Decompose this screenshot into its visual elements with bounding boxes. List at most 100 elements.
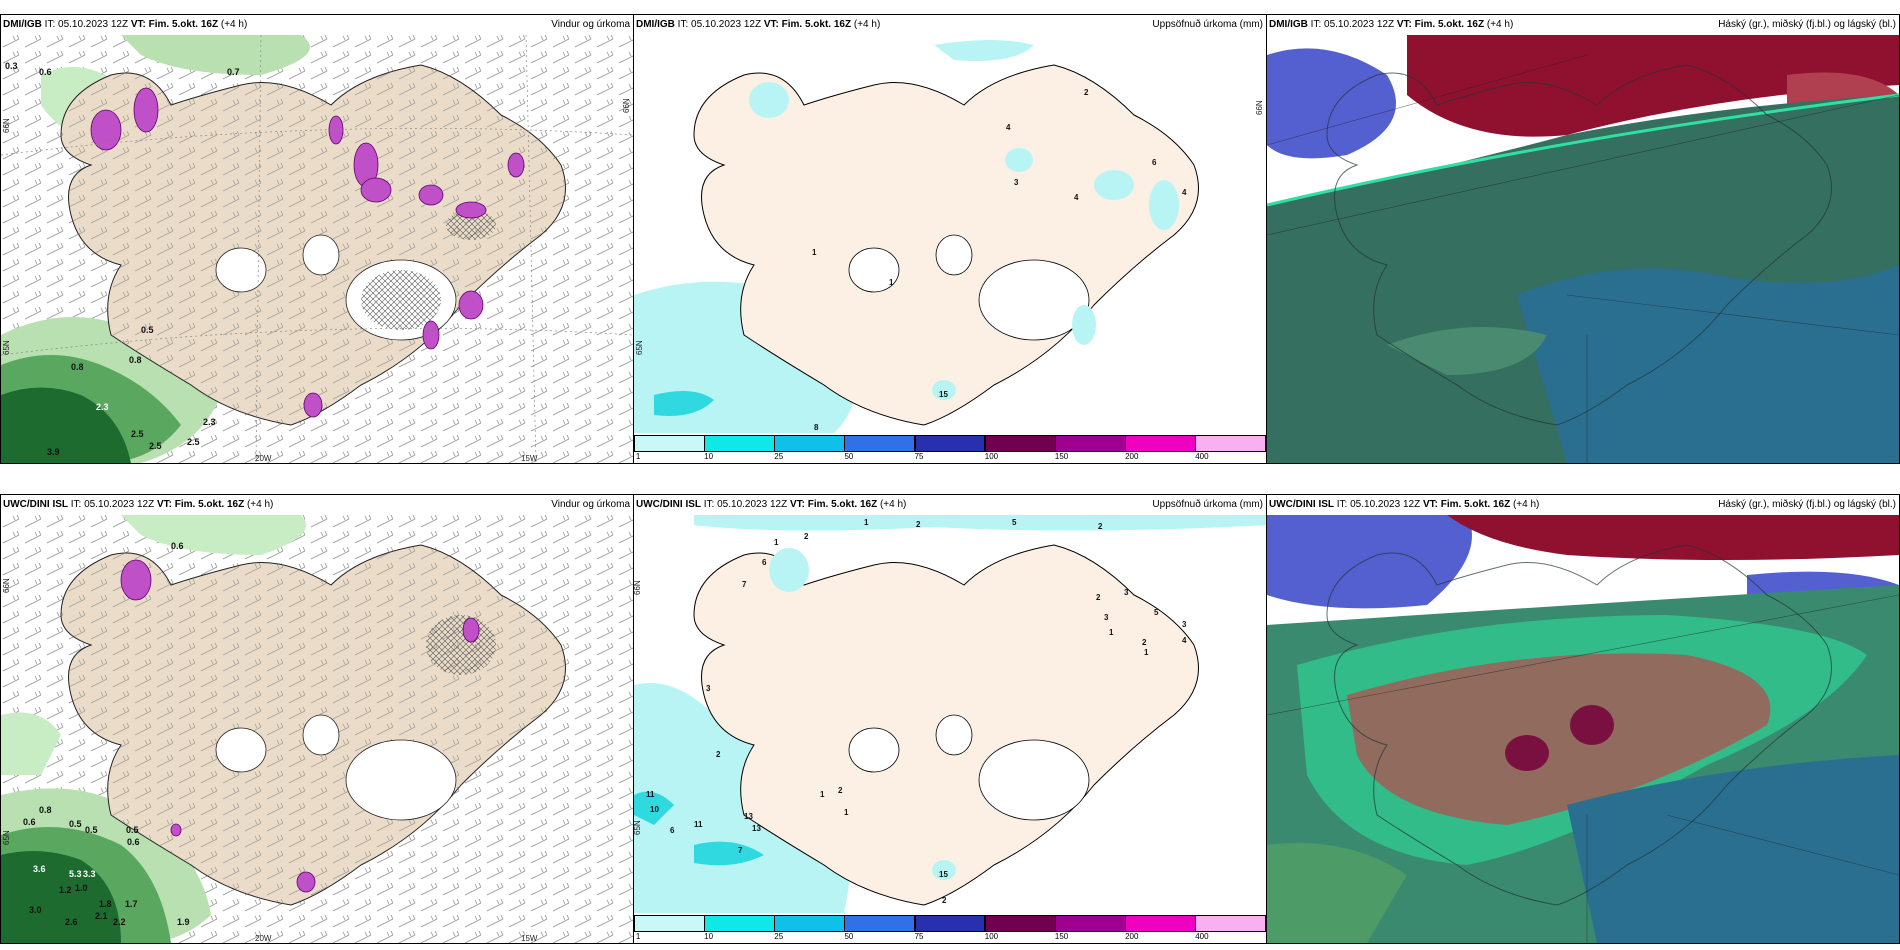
model-source: UWC/DINI ISL xyxy=(1269,499,1334,510)
panel-wind-precip-uwc: UWC/DINI ISL IT: 05.10.2023 12Z VT: Fim.… xyxy=(0,494,634,944)
accum-label: 11 xyxy=(694,820,703,829)
colorbar-swatch xyxy=(634,915,705,932)
colorbar-tick: 75 xyxy=(914,932,924,941)
map-accum-precip[interactable]: 2 4 6 4 3 4 1 1 15 8 66N 65N xyxy=(634,35,1266,433)
lat-label: 66N xyxy=(2,578,11,593)
accum-label: 1 xyxy=(889,278,894,287)
map-accum-precip[interactable]: 1 2 2 5 2 1 6 7 2 3 3 1 5 2 3 4 1 3 2 11 xyxy=(634,515,1266,913)
accum-label: 2 xyxy=(804,532,809,541)
init-time: IT: 05.10.2023 12Z xyxy=(1307,19,1397,30)
panel-accum-precip-dmi: DMI/IGB IT: 05.10.2023 12Z VT: Fim. 5.ok… xyxy=(633,14,1267,464)
colorbar-tick: 100 xyxy=(984,932,999,941)
lat-label: 66N xyxy=(2,118,11,133)
map-clouds[interactable] xyxy=(1267,35,1899,463)
colorbar-tick: 100 xyxy=(984,452,999,461)
colorbar-tick: 150 xyxy=(1054,932,1069,941)
init-time: IT: 05.10.2023 12Z xyxy=(1334,499,1423,510)
panel-clouds-dmi: DMI/IGB IT: 05.10.2023 12Z VT: Fim. 5.ok… xyxy=(1266,14,1900,464)
colorbar-swatch xyxy=(844,435,916,452)
map-clouds[interactable] xyxy=(1267,515,1899,943)
accum-label: 4 xyxy=(1074,193,1079,202)
colorbar-swatch xyxy=(984,915,1056,932)
lead-time: (+4 h) xyxy=(244,499,274,510)
precip-label: 0.5 xyxy=(85,825,98,835)
accum-label: 1 xyxy=(864,518,869,527)
model-source: DMI/IGB xyxy=(3,19,42,30)
accum-label: 13 xyxy=(744,812,753,821)
model-source: UWC/DINI ISL xyxy=(3,499,68,510)
panel-header: UWC/DINI ISL IT: 05.10.2023 12Z VT: Fim.… xyxy=(1,495,633,515)
precip-label: 0.5 xyxy=(126,825,139,835)
precip-label: 0.8 xyxy=(39,805,52,815)
panel-header: DMI/IGB IT: 05.10.2023 12Z VT: Fim. 5.ok… xyxy=(1,15,633,35)
map-wind-precip[interactable]: 0.3 0.6 0.7 0.5 0.8 0.8 2.3 2.5 2.5 2.5 … xyxy=(1,35,633,463)
colorbar-tick: 10 xyxy=(704,932,714,941)
colorbar-swatch xyxy=(1125,435,1196,452)
colorbar-tick: 50 xyxy=(844,452,854,461)
accum-label: 2 xyxy=(716,750,721,759)
accum-label: 4 xyxy=(1006,123,1011,132)
precip-label: 1.0 xyxy=(75,883,88,893)
precip-label: 0.8 xyxy=(129,355,142,365)
precip-colorbar: 1 10 25 50 75 100 150 200 400 xyxy=(634,913,1266,943)
accum-label: 1 xyxy=(1144,648,1149,657)
accum-label: 1 xyxy=(774,538,779,547)
lon-label: 20W xyxy=(255,454,272,463)
panel-wind-precip-dmi: DMI/IGB IT: 05.10.2023 12Z VT: Fim. 5.ok… xyxy=(0,14,634,464)
model-source: DMI/IGB xyxy=(1269,19,1308,30)
precip-colorbar: 1 10 25 50 75 100 150 200 400 xyxy=(634,433,1266,463)
panel-title: Vindur og úrkoma xyxy=(551,499,630,510)
lat-label: 66N xyxy=(634,580,642,595)
colorbar-tick: 200 xyxy=(1125,932,1139,941)
colorbar-tick: 1 xyxy=(635,932,641,941)
accum-label: 6 xyxy=(762,558,767,567)
colorbar-swatch xyxy=(844,915,916,932)
panel-header: DMI/IGB IT: 05.10.2023 12Z VT: Fim. 5.ok… xyxy=(1267,15,1899,35)
accum-label: 6 xyxy=(1152,158,1157,167)
precip-label: 5.3 xyxy=(69,869,82,879)
precip-label: 0.6 xyxy=(23,817,36,827)
accum-label: 2 xyxy=(838,786,843,795)
lat-label: 66N xyxy=(1255,100,1264,115)
accum-label: 3 xyxy=(1124,588,1129,597)
accum-label: 15 xyxy=(939,390,948,399)
panel-title: Vindur og úrkoma xyxy=(551,19,630,30)
colorbar-swatch xyxy=(1195,435,1266,452)
precip-label: 0.5 xyxy=(141,325,154,335)
accum-label: 7 xyxy=(738,846,743,855)
accum-label: 4 xyxy=(1182,188,1187,197)
lat-label: 65N xyxy=(2,340,11,355)
precip-label: 2.5 xyxy=(187,437,200,447)
init-time: IT: 05.10.2023 12Z xyxy=(674,19,764,30)
model-source: DMI/IGB xyxy=(636,19,675,30)
accum-label: 1 xyxy=(812,248,817,257)
panel-clouds-uwc: UWC/DINI ISL IT: 05.10.2023 12Z VT: Fim.… xyxy=(1266,494,1900,944)
valid-time: VT: Fim. 5.okt. 16Z xyxy=(130,19,219,30)
accum-label: 2 xyxy=(1142,638,1147,647)
precip-label: 3.0 xyxy=(29,905,42,915)
map-wind-precip[interactable]: 0.6 0.8 0.6 0.5 0.5 0.5 0.6 3.6 5.3 3.3 … xyxy=(1,515,633,943)
precip-label: 2.5 xyxy=(149,441,162,451)
lead-time: (+4 h) xyxy=(851,19,881,30)
model-source: UWC/DINI ISL xyxy=(636,499,701,510)
colorbar-swatch xyxy=(774,435,846,452)
accum-label: 11 xyxy=(646,790,655,799)
precip-label: 0.6 xyxy=(127,837,140,847)
colorbar-tick: 400 xyxy=(1195,452,1209,461)
accum-label: 3 xyxy=(1104,613,1109,622)
accum-label: 1 xyxy=(844,808,849,817)
init-time: IT: 05.10.2023 12Z xyxy=(701,499,790,510)
colorbar-tick: 25 xyxy=(774,932,784,941)
lat-label: 65N xyxy=(635,340,644,355)
accum-label: 2 xyxy=(942,896,947,905)
lead-time: (+4 h) xyxy=(877,499,907,510)
precip-label: 2.6 xyxy=(65,917,78,927)
precip-label: 0.3 xyxy=(5,61,18,71)
colorbar-tick: 400 xyxy=(1195,932,1209,941)
lat-label: 65N xyxy=(2,830,11,845)
lat-label: 65N xyxy=(634,820,642,835)
precip-label: 0.6 xyxy=(39,67,52,77)
colorbar-swatch xyxy=(914,435,986,452)
colorbar-swatch xyxy=(704,915,775,932)
panel-header: DMI/IGB IT: 05.10.2023 12Z VT: Fim. 5.ok… xyxy=(634,15,1266,35)
